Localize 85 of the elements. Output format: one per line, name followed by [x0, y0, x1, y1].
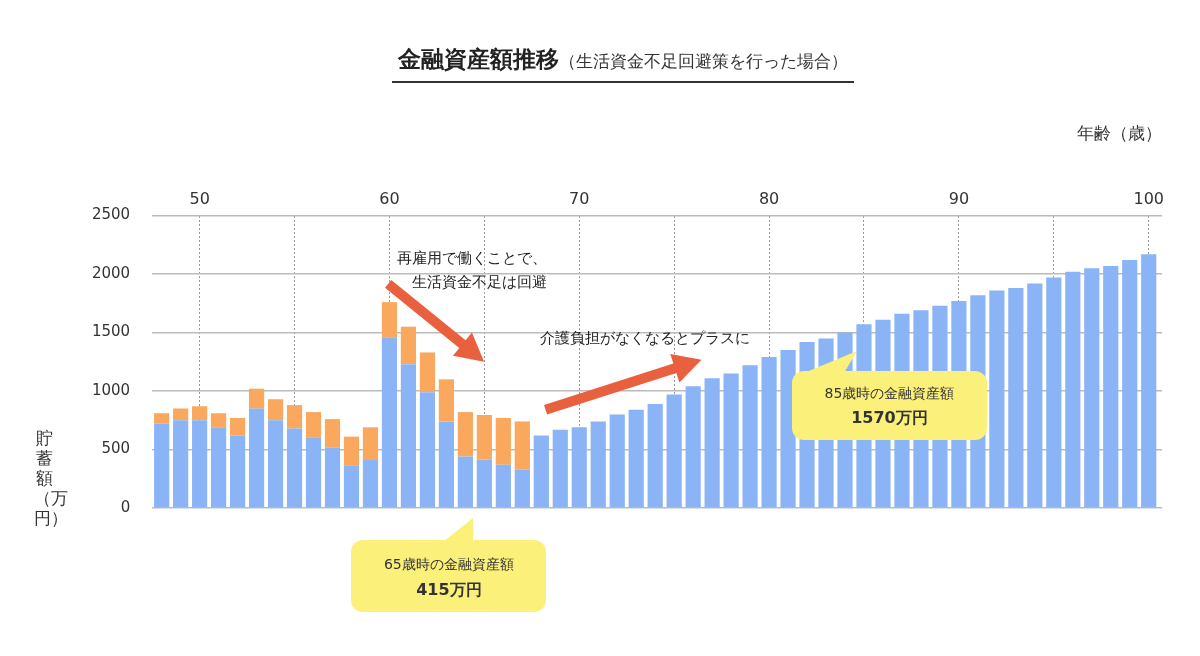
- bar: [438, 421, 454, 508]
- bar: [457, 412, 473, 457]
- y-tick-label: 500: [101, 439, 131, 458]
- bar: [230, 417, 246, 436]
- bar: [343, 436, 360, 466]
- bar: [571, 427, 587, 508]
- x-axis-title: 年齢（歳）: [1077, 122, 1162, 143]
- bar: [192, 406, 208, 421]
- annotation: 1570万円: [850, 408, 929, 429]
- bar: [362, 460, 379, 508]
- bar: [305, 412, 322, 438]
- bar: [742, 365, 758, 508]
- x-tick-label: 90: [948, 189, 970, 209]
- bar: [1122, 260, 1138, 508]
- bar: [438, 379, 454, 422]
- bar: [590, 421, 606, 508]
- bar: [211, 427, 227, 508]
- bar: [476, 459, 492, 508]
- bar: [305, 437, 322, 508]
- bar: [381, 302, 398, 338]
- annotation: 介護負担がなくなるとプラスに: [540, 328, 750, 349]
- bar: [780, 350, 796, 508]
- chart-subtitle: （生活資金不足回避策を行った場合）: [558, 51, 848, 71]
- text: 415万円: [415, 580, 483, 600]
- y-axis-title: 貯蓄額（万円）: [34, 428, 68, 528]
- bar: [1065, 271, 1081, 508]
- bar: [704, 378, 720, 508]
- bar: [628, 409, 644, 508]
- x-tick-label: 100: [1133, 189, 1164, 209]
- bar: [476, 415, 492, 460]
- bar: [514, 469, 530, 508]
- text: 65歳時の金融資産額: [382, 555, 515, 574]
- bar: [989, 290, 1005, 508]
- bar: [609, 414, 625, 508]
- bar: [248, 408, 265, 508]
- bar: [685, 386, 701, 508]
- bar: [723, 373, 739, 508]
- y-tick-label: 1500: [91, 322, 131, 341]
- chart-title: 金融資産額推移: [397, 46, 559, 72]
- bar: [400, 364, 417, 508]
- bar: [552, 429, 568, 508]
- annotation: 85歳時の金融資産額: [823, 384, 956, 404]
- bar: [362, 427, 379, 461]
- bar: [666, 394, 682, 508]
- bar: [1008, 288, 1024, 508]
- bar: [192, 420, 208, 508]
- x-tick-label: 50: [189, 189, 210, 209]
- bar: [1084, 268, 1100, 508]
- bar: [1103, 265, 1119, 508]
- bar: [173, 420, 189, 508]
- bar: [154, 423, 170, 508]
- bar: [1141, 254, 1157, 508]
- bar: [514, 421, 530, 470]
- bar: [761, 357, 777, 508]
- x-tick-label: 70: [569, 189, 590, 209]
- bar: [286, 428, 303, 508]
- bar: [419, 392, 435, 508]
- bar: [457, 456, 473, 508]
- y-tick-label: 2500: [91, 205, 131, 224]
- annotation: 再雇用で働くことで、生活資金不足は回避: [396, 248, 547, 293]
- y-tick-label: 1000: [91, 380, 131, 399]
- bar: [400, 326, 417, 365]
- bar: [173, 408, 189, 421]
- y-tick-label: 0: [120, 497, 131, 516]
- bar: [211, 413, 227, 428]
- bar: [647, 403, 663, 508]
- bar: [286, 405, 303, 429]
- x-tick-label: 60: [379, 189, 400, 209]
- bar: [267, 399, 284, 421]
- y-tick-label: 2000: [91, 263, 131, 282]
- bar: [495, 464, 511, 508]
- bar: [248, 388, 265, 409]
- x-tick-label: 80: [758, 189, 780, 209]
- bar: [419, 352, 435, 393]
- bar: [1046, 277, 1062, 508]
- bar: [230, 435, 246, 508]
- bar: [343, 465, 360, 508]
- bar: [1027, 283, 1043, 508]
- bar: [154, 413, 170, 424]
- bar: [495, 417, 511, 465]
- bar: [533, 435, 549, 508]
- bar: [381, 337, 398, 508]
- bar: [324, 419, 341, 448]
- bar: [267, 420, 284, 508]
- bar: [324, 447, 341, 508]
